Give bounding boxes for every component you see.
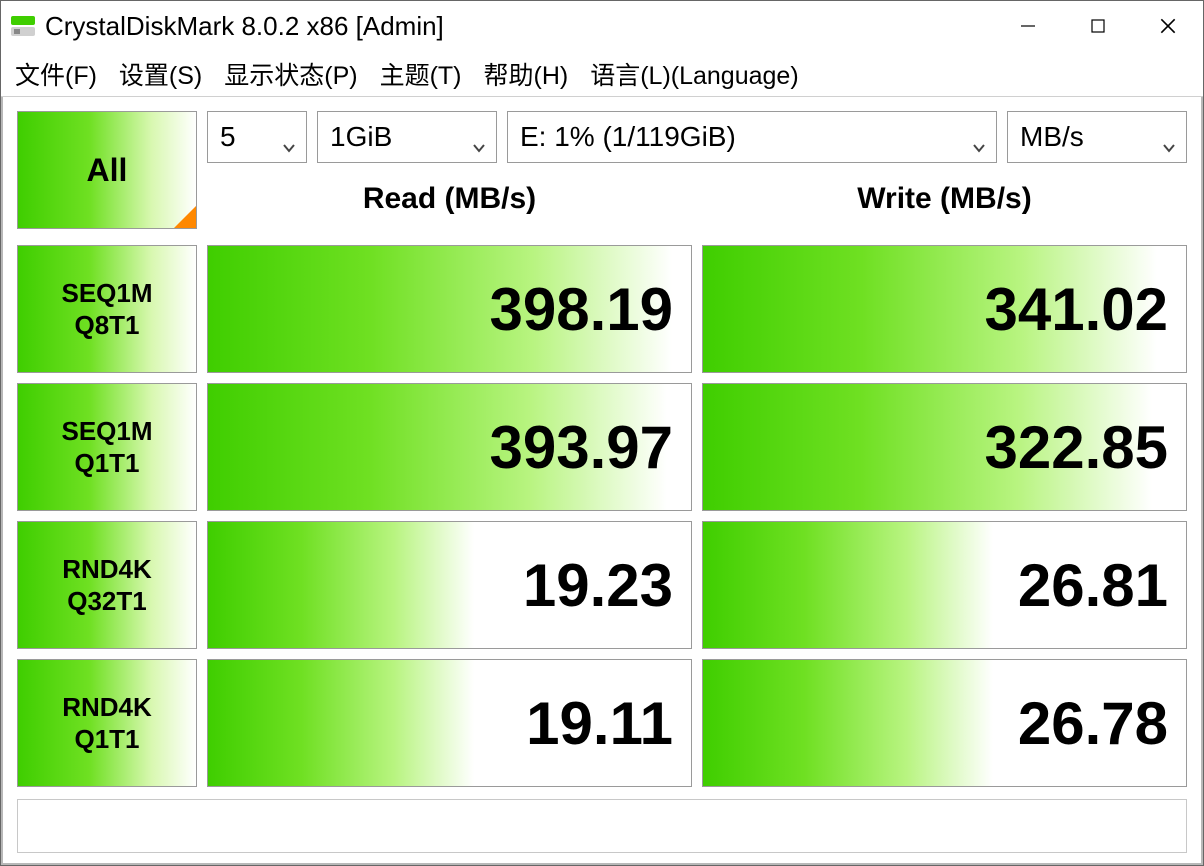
write-fill-bar (703, 522, 993, 648)
read-fill-bar (208, 522, 474, 648)
app-window: CrystalDiskMark 8.0.2 x86 [Admin] 文件(F) … (0, 0, 1204, 866)
read-value: 393.97 (489, 413, 673, 482)
test-label-line2: Q8T1 (74, 309, 139, 342)
write-value: 26.78 (1018, 689, 1168, 758)
menu-settings[interactable]: 设置(S) (119, 56, 202, 92)
runs-select[interactable]: 5 (207, 111, 307, 163)
read-value-cell: 393.97 (207, 383, 692, 511)
app-icon (9, 12, 37, 40)
write-value: 341.02 (984, 275, 1168, 344)
window-controls (993, 1, 1203, 51)
result-row: SEQ1MQ8T1 398.19 341.02 (17, 245, 1187, 373)
chevron-down-icon (282, 130, 296, 144)
test-label-line1: SEQ1M (61, 415, 152, 448)
write-column-header: Write (MB/s) (702, 182, 1187, 216)
drive-select[interactable]: E: 1% (1/119GiB) (507, 111, 997, 163)
read-value-cell: 19.23 (207, 521, 692, 649)
write-value-cell: 322.85 (702, 383, 1187, 511)
write-value-cell: 341.02 (702, 245, 1187, 373)
size-value: 1GiB (330, 121, 392, 153)
test-button[interactable]: RND4KQ32T1 (17, 521, 197, 649)
test-label-line2: Q32T1 (67, 585, 147, 618)
unit-value: MB/s (1020, 121, 1084, 153)
result-row: RND4KQ32T1 19.23 26.81 (17, 521, 1187, 649)
status-bar (17, 799, 1187, 853)
write-value: 26.81 (1018, 551, 1168, 620)
chevron-down-icon (472, 130, 486, 144)
chevron-down-icon (972, 130, 986, 144)
menu-language[interactable]: 语言(L)(Language) (590, 56, 798, 92)
maximize-button[interactable] (1063, 1, 1133, 51)
titlebar: CrystalDiskMark 8.0.2 x86 [Admin] (1, 1, 1203, 51)
close-button[interactable] (1133, 1, 1203, 51)
write-fill-bar (703, 660, 993, 786)
write-value-cell: 26.78 (702, 659, 1187, 787)
read-value: 398.19 (489, 275, 673, 344)
window-title: CrystalDiskMark 8.0.2 x86 [Admin] (45, 11, 993, 42)
test-button[interactable]: RND4KQ1T1 (17, 659, 197, 787)
read-column-header: Read (MB/s) (207, 182, 692, 216)
menu-help[interactable]: 帮助(H) (484, 56, 569, 92)
read-value-cell: 19.11 (207, 659, 692, 787)
test-label-line2: Q1T1 (74, 447, 139, 480)
minimize-button[interactable] (993, 1, 1063, 51)
content-area: All 5 1GiB E: 1% (1/119GiB) (1, 97, 1203, 865)
results-grid: SEQ1MQ8T1398.19341.02SEQ1MQ1T1393.97322.… (17, 245, 1187, 797)
size-select[interactable]: 1GiB (317, 111, 497, 163)
chevron-down-icon (1162, 130, 1176, 144)
write-value: 322.85 (984, 413, 1168, 482)
drive-value: E: 1% (1/119GiB) (520, 121, 736, 153)
test-label-line1: RND4K (62, 691, 152, 724)
read-fill-bar (208, 660, 474, 786)
read-value: 19.11 (526, 689, 673, 758)
run-all-label: All (87, 152, 128, 189)
menubar: 文件(F) 设置(S) 显示状态(P) 主题(T) 帮助(H) 语言(L)(La… (1, 51, 1203, 97)
menu-display-state[interactable]: 显示状态(P) (224, 56, 357, 92)
test-label-line1: RND4K (62, 553, 152, 586)
runs-value: 5 (220, 121, 236, 153)
menu-theme[interactable]: 主题(T) (380, 56, 462, 92)
test-button[interactable]: SEQ1MQ1T1 (17, 383, 197, 511)
result-row: SEQ1MQ1T1 393.97 322.85 (17, 383, 1187, 511)
write-value-cell: 26.81 (702, 521, 1187, 649)
test-button[interactable]: SEQ1MQ8T1 (17, 245, 197, 373)
result-row: RND4KQ1T1 19.11 26.78 (17, 659, 1187, 787)
menu-file[interactable]: 文件(F) (15, 56, 97, 92)
read-value-cell: 398.19 (207, 245, 692, 373)
unit-select[interactable]: MB/s (1007, 111, 1187, 163)
test-label-line2: Q1T1 (74, 723, 139, 756)
read-value: 19.23 (523, 551, 673, 620)
run-all-button[interactable]: All (17, 111, 197, 229)
test-label-line1: SEQ1M (61, 277, 152, 310)
